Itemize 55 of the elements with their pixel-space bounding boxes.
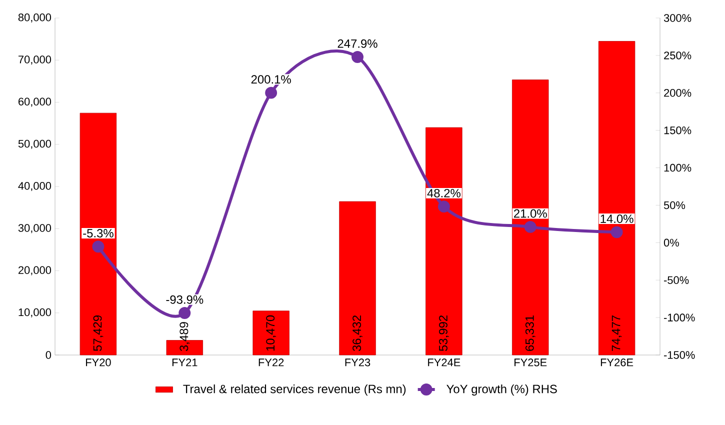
y-tick-label: 60,000 <box>18 98 52 107</box>
legend-label: YoY growth (%) RHS <box>446 384 557 396</box>
y-tick-label: 80,000 <box>18 13 52 23</box>
point <box>92 240 104 253</box>
bar <box>426 127 462 356</box>
bar <box>80 112 117 356</box>
y-tick-label: 20,000 <box>18 266 52 276</box>
point <box>178 307 191 319</box>
y2-tick-label: 300% <box>664 14 692 22</box>
x-tick-label: FY25E <box>514 358 547 366</box>
data-label: -93.9% <box>166 295 204 304</box>
y-tick-label: 30,000 <box>18 224 52 234</box>
y2-tick-label: -150% <box>664 351 695 359</box>
y2-tick-label: 200% <box>664 89 692 97</box>
y2-tick-label: 150% <box>664 126 692 134</box>
data-label: 65,331 <box>525 316 536 351</box>
data-label: 247.9% <box>338 39 378 48</box>
y-tick-label: 70,000 <box>18 56 52 65</box>
point <box>438 200 450 213</box>
point <box>265 86 278 99</box>
data-label: 36,432 <box>352 316 362 352</box>
data-label: 57,429 <box>93 315 104 351</box>
bar <box>252 310 290 356</box>
data-label: 74,477 <box>612 316 622 351</box>
point <box>524 220 536 233</box>
legend-label: Travel & related services revenue (Rs mn) <box>183 384 406 396</box>
point <box>352 51 364 63</box>
data-label: 14.0% <box>600 214 634 224</box>
y2-tick-label: 50% <box>664 201 686 210</box>
y2-tick-label: 100% <box>664 164 692 172</box>
y2-tick-label: 250% <box>664 52 692 60</box>
data-label: 10,470 <box>266 315 276 351</box>
bar <box>512 80 549 356</box>
x-tick-label: FY24E <box>428 358 460 366</box>
y-tick-label: 40,000 <box>18 182 52 192</box>
data-label: 3,489 <box>180 322 190 352</box>
x-tick-label: FY22 <box>258 358 284 366</box>
bar <box>598 41 636 356</box>
data-label: 200.1% <box>251 75 291 84</box>
point <box>610 226 623 238</box>
y-tick-label: 0 <box>46 351 52 359</box>
data-label: 53,992 <box>439 316 449 351</box>
y-tick-label: 10,000 <box>18 308 52 318</box>
x-tick-label: FY23 <box>345 358 370 366</box>
bar <box>339 201 376 356</box>
x-tick-label: FY20 <box>86 358 111 366</box>
y2-tick-label: -100% <box>664 314 695 322</box>
x-tick-label: FY21 <box>172 358 198 366</box>
y2-tick-label: 0% <box>664 238 679 247</box>
y2-tick-label: -50% <box>664 276 689 284</box>
data-label: -5.3% <box>83 229 114 238</box>
x-tick-label: FY26E <box>600 358 634 366</box>
y-tick-label: 50,000 <box>18 140 52 149</box>
data-label: 48.2% <box>427 188 460 198</box>
data-label: 21.0% <box>514 209 547 218</box>
